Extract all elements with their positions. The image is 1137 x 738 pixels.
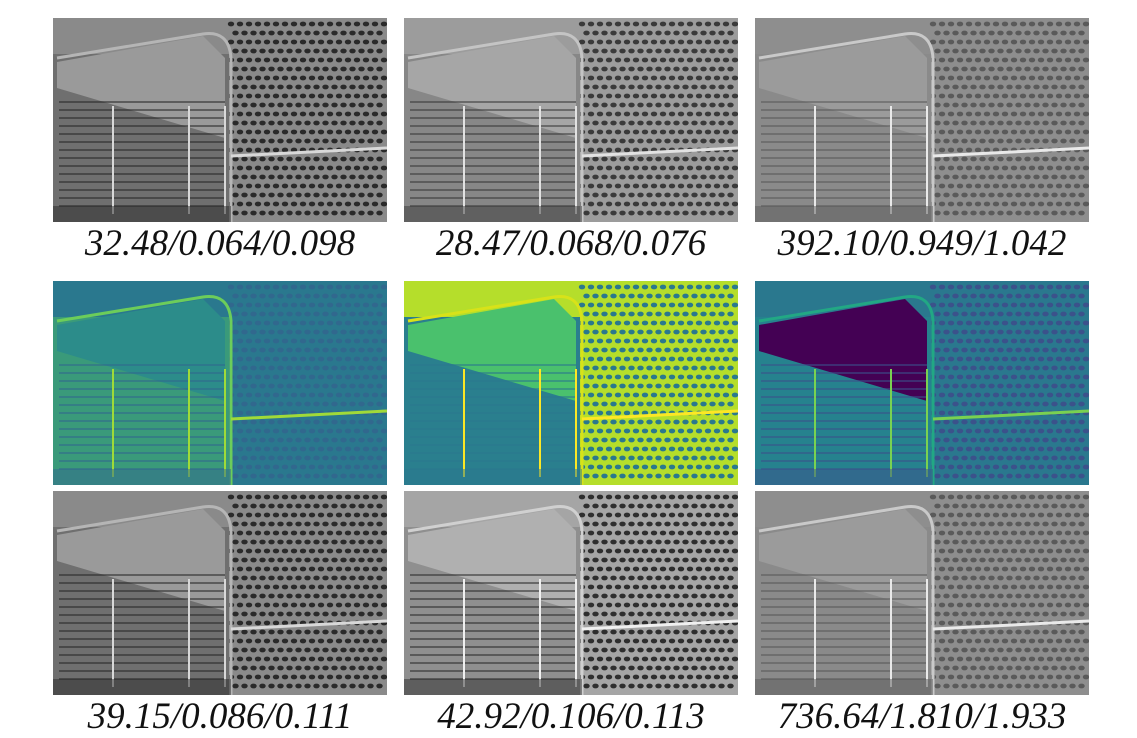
image-panel-r1-c1 — [53, 18, 387, 222]
caption-r3-c2: 42.92/0.106/0.113 — [437, 696, 705, 737]
caption-r1-c3: 392.10/0.949/1.042 — [777, 223, 1067, 264]
caption-r1-c1: 32.48/0.064/0.098 — [84, 223, 356, 264]
caption-r3-c3: 736.64/1.810/1.933 — [777, 696, 1067, 737]
image-panel-r3-c2 — [404, 491, 738, 695]
heatmap-panel-r2-c2 — [404, 281, 738, 485]
caption-r3-c1: 39.15/0.086/0.111 — [87, 696, 353, 737]
heatmap-panel-r2-c1 — [53, 281, 387, 485]
image-panel-r3-c3 — [755, 491, 1089, 695]
panel-image — [755, 281, 1089, 485]
panel-image — [53, 18, 387, 222]
image-panel-r3-c1 — [53, 491, 387, 695]
image-panel-r1-c3 — [755, 18, 1089, 222]
panel-image — [404, 491, 738, 695]
heatmap-panel-r2-c3 — [755, 281, 1089, 485]
panel-image — [404, 18, 738, 222]
panel-image — [755, 18, 1089, 222]
panel-image — [53, 281, 387, 485]
panel-image — [755, 491, 1089, 695]
image-panel-r1-c2 — [404, 18, 738, 222]
panel-image — [404, 281, 738, 485]
caption-r1-c2: 28.47/0.068/0.076 — [435, 223, 707, 264]
panel-image — [53, 491, 387, 695]
